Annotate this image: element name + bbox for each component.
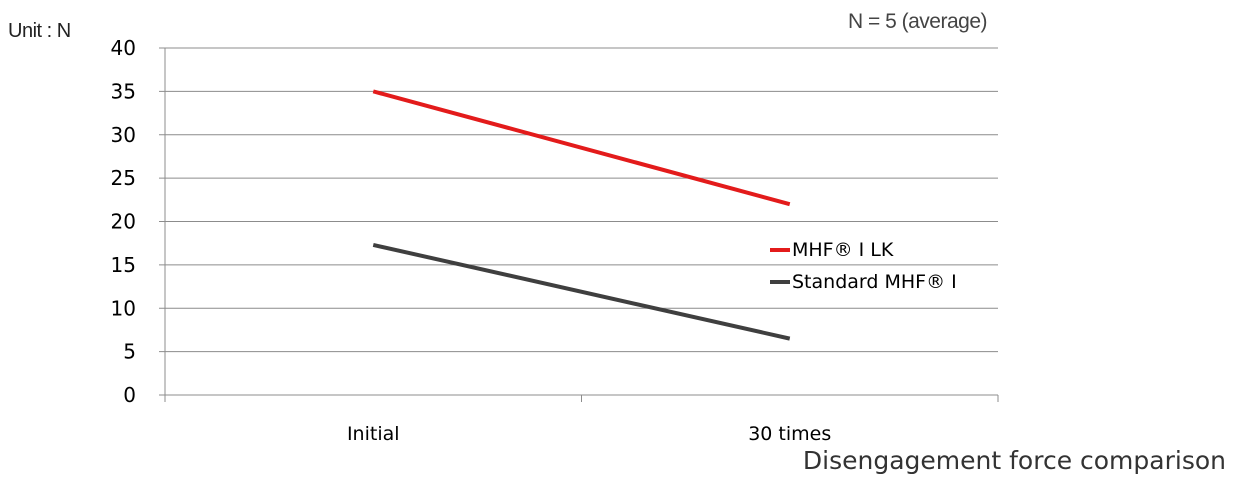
legend: MHF® I LK Standard MHF® I xyxy=(770,234,957,298)
chart-caption: Disengagement force comparison xyxy=(802,446,1226,475)
legend-swatch-mhf-i-lk xyxy=(770,248,790,252)
y-tick-label: 10 xyxy=(111,296,136,320)
y-tick-label: 5 xyxy=(123,340,136,364)
legend-swatch-standard-mhf-i xyxy=(770,280,790,284)
x-tick-label: 30 times xyxy=(748,423,831,445)
y-tick-label: 40 xyxy=(111,36,136,60)
x-tick-labels: Initial 30 times xyxy=(347,423,831,445)
y-tick-label: 25 xyxy=(111,166,136,190)
series-line-0 xyxy=(372,89,791,207)
sample-note: N = 5 (average) xyxy=(848,10,988,33)
legend-label: MHF® I LK xyxy=(792,239,894,261)
y-tick-label: 30 xyxy=(111,123,136,147)
legend-item-mhf-i-lk: MHF® I LK xyxy=(770,234,957,266)
legend-label: Standard MHF® I xyxy=(792,271,957,293)
series-line-1 xyxy=(372,242,791,341)
series-lines xyxy=(372,89,791,341)
y-tick-label: 35 xyxy=(111,79,136,103)
gridlines xyxy=(165,47,998,353)
y-tick-label: 20 xyxy=(111,210,136,234)
unit-label: Unit : N xyxy=(8,20,71,42)
y-tick-label: 0 xyxy=(123,383,136,407)
y-tick-label: 15 xyxy=(111,253,136,277)
legend-item-standard-mhf-i: Standard MHF® I xyxy=(770,266,957,298)
axes xyxy=(159,47,999,402)
x-tick-label: Initial xyxy=(347,423,400,445)
y-tick-labels: 0 5 10 15 20 25 30 35 40 xyxy=(111,36,136,407)
